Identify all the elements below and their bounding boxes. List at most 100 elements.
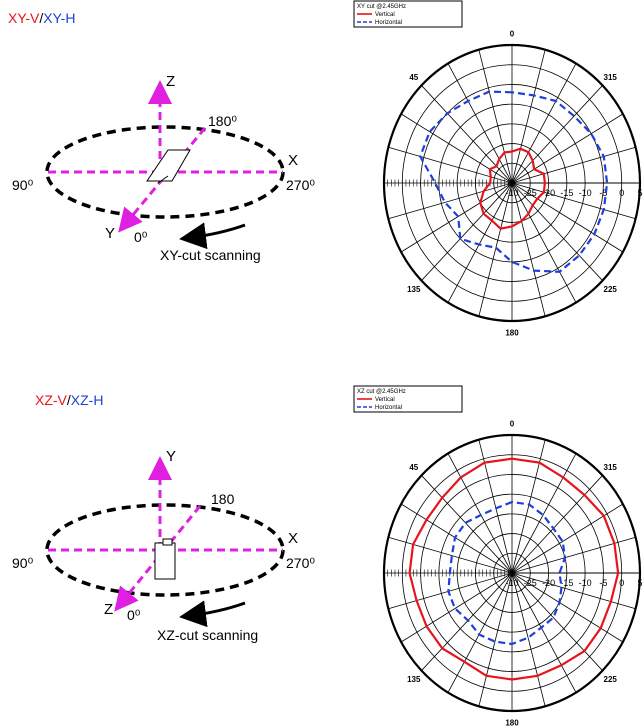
xy-right-letter: X	[288, 152, 298, 169]
polar-spoke	[511, 572, 636, 610]
polar-ring-label: 0	[619, 578, 624, 588]
polar-angle-label: 315	[604, 73, 618, 82]
polar-spoke	[447, 63, 513, 184]
polar-ring-label: -5	[599, 578, 607, 588]
xy-polar-chart: 045135180225270315-10-25-20-15-10-505	[382, 29, 643, 338]
polar-spoke	[511, 182, 636, 220]
xz-right-letter: X	[288, 530, 298, 547]
polar-spoke	[511, 572, 577, 693]
polar-ring-label: -10	[579, 188, 592, 198]
xz-slash: /	[67, 392, 71, 408]
xz-scan-diagram: Y X Z 180 90⁰ 270⁰ 0⁰ XZ-cut scanning	[12, 448, 315, 643]
polar-ring-label: -25	[524, 578, 537, 588]
polar-angle-label: 0	[510, 29, 515, 38]
polar-spoke	[511, 503, 624, 574]
polar-spoke	[421, 572, 513, 671]
polar-ring-label: 0	[619, 188, 624, 198]
polar-spoke	[478, 182, 513, 317]
xz-scan-label: XZ-cut scanning	[157, 627, 258, 643]
polar-angle-label: 225	[604, 675, 618, 684]
xy-deg-90: 90⁰	[12, 177, 34, 193]
polar-spoke	[511, 85, 603, 184]
xy-up-letter: Z	[166, 73, 175, 90]
polar-angle-label: 225	[604, 285, 618, 294]
xy-panel-title: XY-V/XY-H	[8, 10, 75, 26]
xy-legend-title: XY cut @2.45GHz	[357, 4, 406, 10]
xz-rotation-arrow	[179, 600, 246, 628]
polar-spoke	[388, 182, 513, 220]
polar-ring-label: -15	[560, 578, 573, 588]
xz-deg-90: 90⁰	[12, 555, 34, 571]
polar-spoke	[511, 572, 546, 707]
polar-angle-label: 135	[407, 285, 421, 294]
polar-ring-label: -10	[505, 188, 518, 198]
polar-spoke	[421, 475, 513, 574]
polar-spoke	[447, 453, 513, 574]
xz-panel-title: XZ-V/XZ-H	[35, 392, 103, 408]
polar-spoke	[511, 182, 603, 281]
polar-spoke	[511, 113, 624, 184]
xy-rotation-arrow	[179, 222, 246, 250]
xy-panel: XY-V/XY-H Z X Y 180⁰ 90⁰ 270⁰ 0⁰ XY-cut …	[8, 0, 643, 338]
xz-h-title: XZ-H	[71, 392, 104, 408]
xz-panel: XZ-V/XZ-H Y X Z 180 90⁰ 270⁰ 0⁰ XZ-cut s…	[12, 385, 643, 728]
xy-legend-vertical: Vertical	[375, 12, 395, 18]
xz-front-letter: Z	[104, 601, 113, 618]
polar-ring-label: -20	[542, 578, 555, 588]
polar-spoke	[511, 146, 636, 184]
xz-legend: XZ cut @2.45GHz Vertical Horizontal	[353, 385, 463, 413]
polar-spoke	[388, 536, 513, 574]
xz-v-title: XZ-V	[35, 392, 68, 408]
polar-spoke	[400, 182, 513, 253]
polar-spoke	[511, 49, 546, 184]
polar-spoke	[511, 572, 624, 643]
polar-angle-label: 180	[505, 719, 519, 728]
polar-ring-label: -20	[542, 188, 555, 198]
polar-angle-label: 135	[407, 675, 421, 684]
xz-up-letter: Y	[166, 448, 176, 465]
xy-deg-270: 270⁰	[286, 177, 315, 193]
polar-spoke	[388, 572, 513, 610]
polar-ring-label: -10	[505, 578, 518, 588]
xy-device-shape	[146, 149, 191, 182]
xy-h-title: XY-H	[43, 10, 75, 26]
polar-spoke	[511, 475, 603, 574]
xy-v-title: XY-V	[8, 10, 40, 26]
polar-ring-label: 5	[637, 578, 642, 588]
xz-device-top	[162, 538, 173, 546]
xz-deg-270: 270⁰	[286, 555, 315, 571]
polar-angle-label: 315	[604, 463, 618, 472]
polar-spoke	[400, 113, 513, 184]
xz-legend-horizontal: Horizontal	[375, 405, 402, 411]
polar-spoke	[511, 182, 624, 253]
xz-deg-0: 0⁰	[127, 607, 141, 623]
polar-spoke	[511, 182, 577, 303]
polar-spoke	[421, 182, 513, 281]
polar-spoke	[447, 182, 513, 303]
polar-spoke	[478, 49, 513, 184]
polar-angle-label: 45	[409, 463, 418, 472]
polar-spoke	[511, 453, 577, 574]
xy-legend: XY cut @2.45GHz Vertical Horizontal	[353, 0, 463, 28]
xy-scan-diagram: Z X Y 180⁰ 90⁰ 270⁰ 0⁰ XY-cut scanning	[12, 73, 315, 263]
polar-angle-label: 0	[510, 419, 515, 428]
polar-spoke	[400, 572, 513, 643]
xz-polar-chart: 045135180225270315-10-25-20-15-10-505	[382, 419, 643, 728]
polar-spoke	[511, 63, 577, 184]
polar-spoke	[511, 182, 546, 317]
xz-legend-vertical: Vertical	[375, 397, 395, 403]
xz-device-shape	[154, 542, 176, 580]
polar-ring-label: -15	[560, 188, 573, 198]
xy-front-letter: Y	[105, 225, 115, 242]
xy-front-arrow	[118, 127, 207, 233]
polar-ring-label: -10	[579, 578, 592, 588]
polar-spoke	[400, 503, 513, 574]
xy-device-edge	[157, 175, 169, 184]
polar-angle-label: 45	[409, 73, 418, 82]
xy-scan-label: XY-cut scanning	[160, 247, 261, 263]
polar-spoke	[421, 85, 513, 184]
polar-angle-label: 180	[505, 329, 519, 338]
polar-ring-label: -25	[524, 188, 537, 198]
xy-slash: /	[39, 10, 43, 26]
